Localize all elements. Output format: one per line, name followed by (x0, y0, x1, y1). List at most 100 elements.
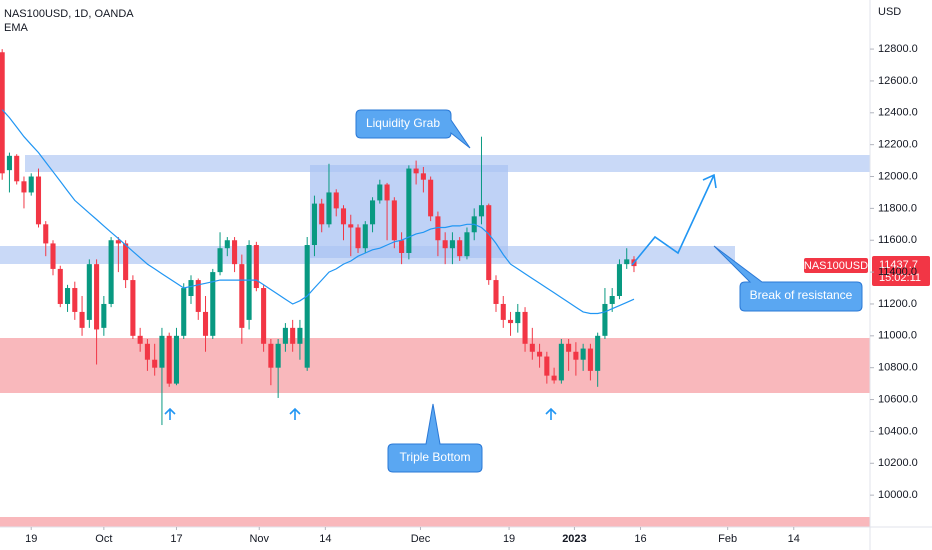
candle-body (232, 240, 238, 265)
callout: Liquidity Grab (355, 109, 471, 149)
annotation: Break of resistance (750, 288, 853, 302)
x-tick-label: 14 (319, 533, 331, 545)
candle-body (435, 216, 441, 241)
support-zone (0, 517, 870, 527)
y-tick-label: 10600.0 (878, 393, 918, 405)
candle-body (268, 343, 274, 368)
candle-body (57, 268, 63, 304)
candle-body (616, 264, 622, 296)
candle-body (602, 303, 608, 336)
candle-body (486, 205, 492, 281)
y-tick-label: 11600.0 (878, 234, 917, 246)
up-arrow (164, 407, 176, 420)
resistance-zone (25, 155, 870, 172)
candle-body (253, 245, 259, 289)
candle-body (384, 184, 390, 201)
annotation: Triple Bottom (400, 450, 471, 464)
up-arrow (289, 407, 301, 420)
drawings (164, 173, 717, 420)
y-tick-label: 11200.0 (878, 298, 917, 310)
candle-body (609, 295, 615, 304)
currency: USD (878, 6, 901, 18)
candle-body (464, 232, 470, 257)
candle-body (558, 343, 564, 381)
candle-body (239, 264, 245, 328)
candle-body (108, 240, 114, 304)
countdown: 15:02:11 (879, 272, 921, 284)
callout-box (355, 109, 471, 149)
y-tick-label: 12200.0 (878, 139, 918, 151)
candle-body (522, 311, 528, 344)
candle-body (181, 288, 187, 336)
candle-body (587, 348, 593, 371)
x-tick-label: Oct (95, 533, 112, 545)
candle-body (101, 303, 107, 328)
support-zone (0, 338, 870, 393)
candle-body (413, 168, 419, 174)
candle-body (282, 327, 288, 344)
candle-body (115, 240, 121, 244)
candle-body (21, 181, 27, 193)
candle-body (173, 335, 180, 384)
x-tick-label: Dec (411, 533, 431, 545)
candle-body (370, 200, 376, 225)
candle-body (14, 155, 20, 182)
chart-title: NAS100USD, 1D, OANDA (4, 8, 134, 20)
candle-body (624, 259, 630, 265)
candle-body (377, 184, 383, 201)
annotation: Liquidity Grab (366, 116, 440, 130)
callout-box (387, 403, 483, 473)
callout: Triple Bottom (387, 403, 483, 473)
candle-body (86, 264, 92, 320)
candle-body (304, 245, 310, 368)
y-tick-label: 10200.0 (878, 457, 918, 469)
up-arrow (545, 407, 557, 420)
candle-body (188, 280, 194, 296)
candle-body (529, 343, 535, 352)
x-tick-label: Feb (718, 533, 737, 545)
candle-body (79, 311, 85, 328)
candle-body (195, 280, 201, 312)
candle-body (290, 327, 296, 344)
candle-body (50, 243, 56, 269)
candle-body (28, 176, 34, 193)
candle-body (391, 200, 397, 241)
callout-box (713, 245, 863, 312)
y-tick-label: 10400.0 (878, 425, 918, 437)
x-tick-label: 16 (634, 533, 646, 545)
candle-body (348, 224, 354, 228)
candle-body (420, 173, 426, 180)
candle-body (500, 303, 506, 320)
ema-line (1, 109, 635, 315)
candle-body (311, 203, 317, 246)
candle-body (449, 240, 455, 249)
candle-body (130, 280, 136, 336)
x-tick-label: 14 (788, 533, 800, 545)
candle-body (297, 327, 303, 344)
y-tick-label: 12800.0 (878, 43, 918, 55)
candle-body (580, 348, 586, 360)
candle-body (152, 359, 158, 368)
candle-body (94, 264, 100, 330)
price-tag-bg (872, 256, 930, 286)
candle-body (217, 248, 223, 273)
candle-body (123, 243, 129, 281)
y-tick-label: 11400.0 (878, 266, 917, 278)
y-tick-label: 12600.0 (878, 75, 918, 87)
indicator-label: EMA (4, 22, 29, 34)
x-tick-label: 2023 (562, 533, 586, 545)
candle-body (507, 319, 514, 324)
candle-body (35, 176, 42, 225)
candle-body (0, 52, 5, 174)
candle-body (457, 240, 463, 257)
y-tick-label: 11800.0 (878, 202, 917, 214)
candle-body (573, 351, 579, 360)
candle-body (544, 356, 550, 376)
candle-body (326, 192, 332, 225)
candle-body (595, 335, 601, 371)
callout: Break of resistance (713, 245, 863, 312)
candle-body (399, 240, 405, 253)
candle-body (72, 288, 78, 312)
x-tick-label: 19 (503, 533, 515, 545)
